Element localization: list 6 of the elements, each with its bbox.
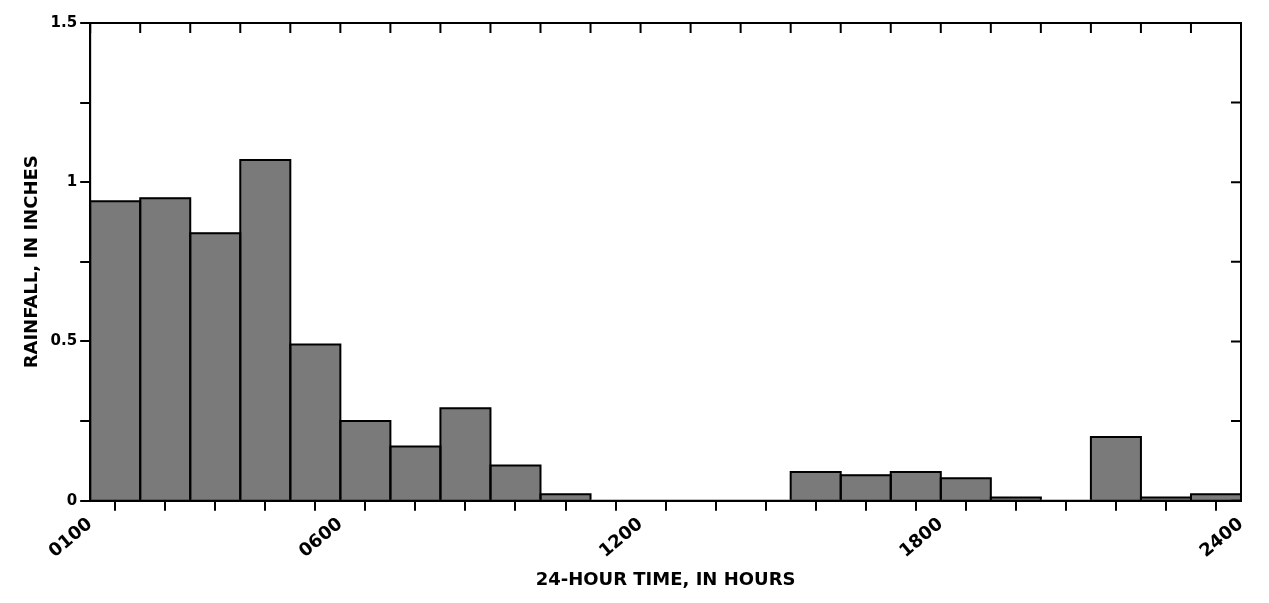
y-tick-label: 1.5 xyxy=(50,12,78,31)
y-tick-label: 0 xyxy=(66,490,78,509)
y-axis-title: RAINFALL, IN INCHES xyxy=(20,155,42,369)
y-tick-label: 1 xyxy=(66,172,78,191)
x-axis-title: 24-HOUR TIME, IN HOURS xyxy=(535,567,796,589)
y-tick-label: 0.5 xyxy=(50,331,78,350)
